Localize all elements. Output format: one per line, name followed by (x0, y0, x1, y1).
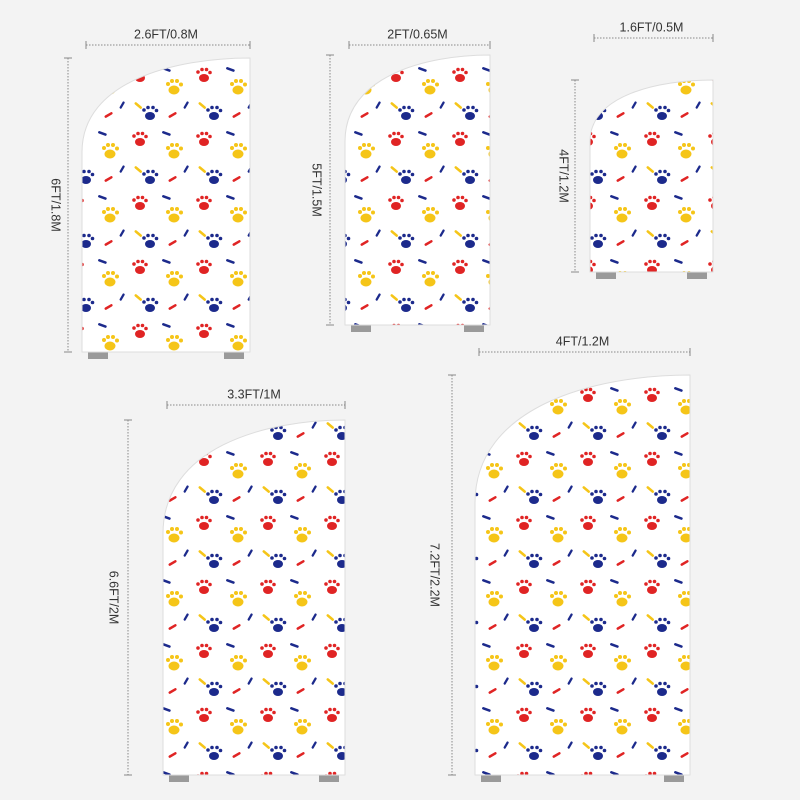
stand-foot (169, 775, 189, 782)
stand-foot (596, 272, 616, 279)
backdrop: 2FT/0.65M 5FT/1.5M (310, 27, 491, 332)
stand-foot (664, 775, 684, 782)
height-label: 5FT/1.5M (310, 163, 324, 217)
width-label: 1.6FT/0.5M (620, 20, 684, 34)
stand-foot (351, 325, 371, 332)
height-label: 6.6FT/2M (107, 571, 121, 625)
backdrop-panel (81, 57, 251, 353)
backdrop: 4FT/1.2M 7.2FT/2.2M (428, 334, 691, 782)
width-label: 2.6FT/0.8M (134, 27, 198, 41)
height-label: 6FT/1.8M (49, 178, 63, 232)
backdrop: 3.3FT/1M 6.6FT/2M (107, 387, 346, 782)
width-label: 2FT/0.65M (387, 27, 447, 41)
width-label: 4FT/1.2M (556, 334, 610, 348)
stand-foot (464, 325, 484, 332)
backdrop: 1.6FT/0.5M 4FT/1.2M (557, 20, 714, 279)
stand-foot (319, 775, 339, 782)
backdrop-panel (162, 419, 346, 776)
backdrop-panel (344, 54, 491, 326)
stand-foot (687, 272, 707, 279)
backdrop: 2.6FT/0.8M 6FT/1.8M (49, 27, 251, 359)
panels: 2.6FT/0.8M 6FT/1.8M 2FT/0.65M 5FT/1.5M 1.6FT… (49, 20, 714, 782)
height-label: 4FT/1.2M (557, 149, 571, 203)
width-label: 3.3FT/1M (227, 387, 281, 401)
stand-foot (88, 352, 108, 359)
height-label: 7.2FT/2.2M (428, 543, 442, 607)
stand-foot (224, 352, 244, 359)
backdrop-panel (474, 374, 691, 776)
stand-foot (481, 775, 501, 782)
backdrop-panel (589, 79, 714, 273)
